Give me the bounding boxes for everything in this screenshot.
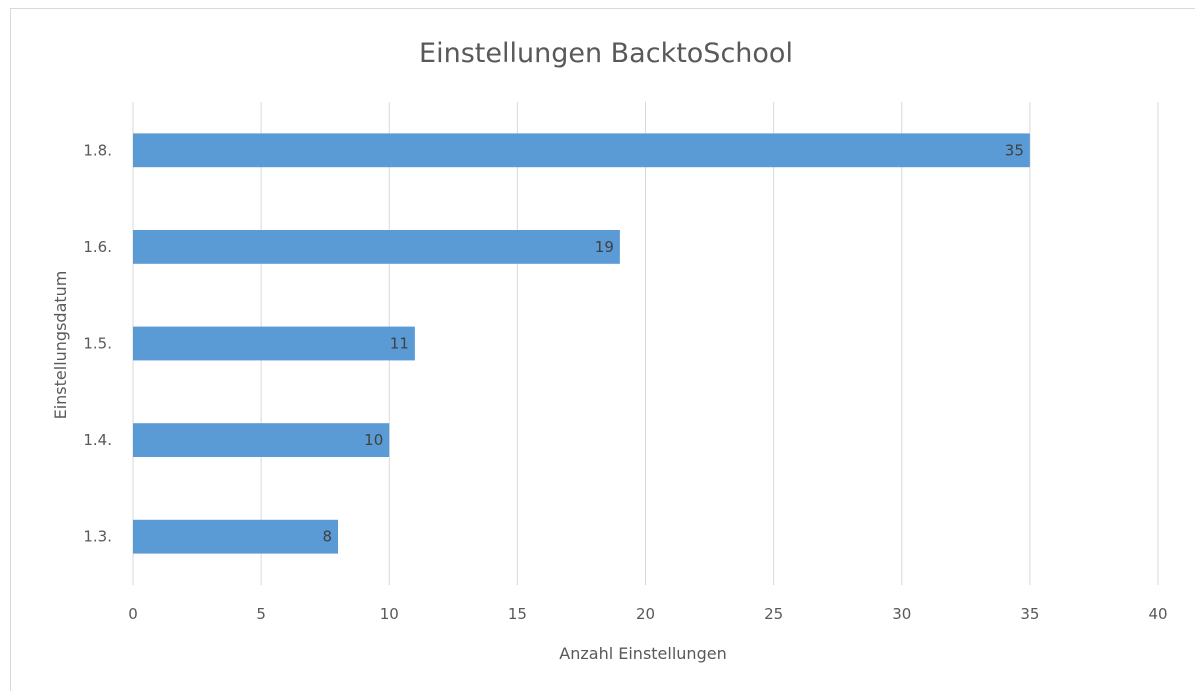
data-label: 19: [595, 238, 614, 256]
y-tick-label: 1.3.: [83, 528, 112, 546]
data-label: 10: [364, 431, 383, 449]
x-tick-label: 25: [764, 605, 783, 623]
y-tick-label: 1.8.: [83, 141, 112, 159]
x-tick-labels: 0 5 10 15 20 25 30 35 40: [128, 605, 1167, 623]
x-tick-label: 35: [1020, 605, 1039, 623]
bar: [133, 326, 415, 361]
y-tick-label: 1.4.: [83, 431, 112, 449]
x-tick-label: 30: [892, 605, 911, 623]
x-tick-label: 10: [380, 605, 399, 623]
x-tick-label: 40: [1148, 605, 1167, 623]
bar: [133, 133, 1030, 168]
bar: [133, 229, 620, 264]
x-tick-label: 0: [128, 605, 138, 623]
y-tick-label: 1.6.: [83, 238, 112, 256]
y-tick-labels: 1.3. 1.4. 1.5. 1.6. 1.8.: [83, 141, 112, 545]
y-axis-title: Einstellungsdatum: [51, 271, 70, 420]
chart-title: Einstellungen BacktoSchool: [419, 38, 793, 69]
data-label: 35: [1005, 141, 1024, 159]
data-label: 11: [390, 335, 409, 353]
x-axis-title: Anzahl Einstellungen: [559, 644, 726, 663]
data-labels: 8 10 11 19 35: [322, 141, 1023, 545]
x-tick-label: 15: [508, 605, 527, 623]
bar: [133, 519, 338, 554]
bars: [133, 133, 1030, 554]
y-tick-label: 1.5.: [83, 335, 112, 353]
x-tick-label: 20: [636, 605, 655, 623]
bar: [133, 423, 390, 458]
x-tick-label: 5: [256, 605, 266, 623]
data-label: 8: [322, 528, 332, 546]
